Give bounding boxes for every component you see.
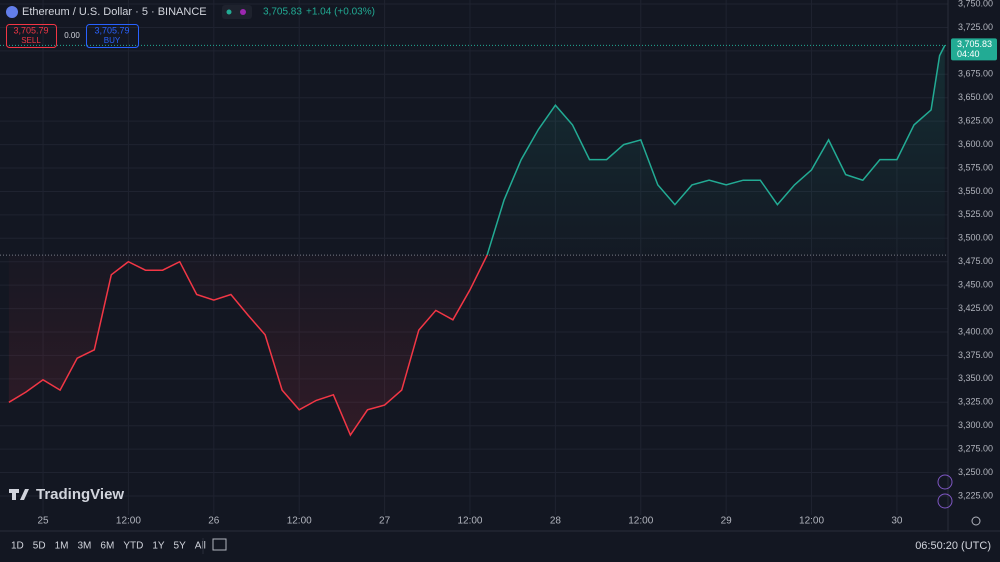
y-tick-label: 3,550.00 [958,186,993,196]
x-tick-label: 26 [208,516,220,527]
range-button[interactable]: 5Y [174,541,187,552]
x-tick-label: 28 [550,516,562,527]
price-line [8,45,946,437]
y-tick-label: 3,600.00 [958,139,993,149]
y-tick-label: 3,275.00 [958,444,993,454]
y-tick-label: 3,300.00 [958,420,993,430]
x-tick-label: 12:00 [457,516,482,527]
countdown: 04:40 [957,49,980,59]
y-tick-label: 3,325.00 [958,397,993,407]
y-tick-label: 3,475.00 [958,256,993,266]
x-tick-label: 30 [891,516,903,527]
tool-icon[interactable] [937,493,953,509]
y-tick-label: 3,575.00 [958,162,993,172]
y-tick-label: 3,250.00 [958,467,993,477]
sell-label: SELL [21,36,41,45]
range-button[interactable]: 3M [78,541,92,552]
tool-icon[interactable] [937,474,953,490]
status-icon [240,9,246,15]
header-price: 3,705.83 [263,7,302,18]
status-badge[interactable] [222,5,252,19]
y-tick-label: 3,750.00 [958,0,993,8]
buy-button[interactable] [86,24,139,48]
y-tick-label: 3,375.00 [958,350,993,360]
clock: 06:50:20 (UTC) [915,540,991,552]
last-price-badge [951,38,997,61]
brand-logo [9,489,29,500]
symbol-icon [6,6,18,18]
y-tick-label: 3,650.00 [958,92,993,102]
status-dot [226,9,232,15]
x-tick-label: 12:00 [116,516,141,527]
x-tick-label: 25 [37,516,49,527]
range-button[interactable]: All [195,541,206,552]
range-button[interactable]: 1Y [152,541,165,552]
y-tick-label: 3,400.00 [958,326,993,336]
y-tick-label: 3,525.00 [958,209,993,219]
y-tick-label: 3,625.00 [958,116,993,126]
range-button[interactable]: 1D [11,541,24,552]
sell-price: 3,705.79 [13,25,48,35]
x-tick-label: 27 [379,516,391,527]
x-tick-label: 12:00 [799,516,824,527]
date-range-icon[interactable] [212,538,227,551]
area-fill [8,45,945,436]
symbol-title: Ethereum / U.S. Dollar · 5 · BINANCE [22,6,207,18]
range-button[interactable]: 5D [33,541,46,552]
range-button[interactable]: 6M [100,541,114,552]
y-tick-label: 3,225.00 [958,490,993,500]
buy-price: 3,705.79 [94,25,129,35]
x-tick-label: 12:00 [287,516,312,527]
y-tick-label: 3,450.00 [958,280,993,290]
y-tick-label: 3,425.00 [958,303,993,313]
spread: 0.00 [64,31,80,40]
buy-label: BUY [104,36,121,45]
y-tick-label: 3,500.00 [958,233,993,243]
x-tick-label: 12:00 [628,516,653,527]
header-change: +1.04 (+0.03%) [306,7,375,18]
last-price-label: 3,705.83 [957,39,992,49]
range-button[interactable]: 1M [55,541,69,552]
y-tick-label: 3,725.00 [958,22,993,32]
y-tick-label: 3,675.00 [958,69,993,79]
settings-icon[interactable] [971,516,981,526]
x-tick-label: 29 [721,516,733,527]
range-button[interactable]: YTD [123,541,143,552]
sell-button[interactable] [6,24,57,48]
brand-name: TradingView [36,486,124,503]
y-tick-label: 3,350.00 [958,373,993,383]
